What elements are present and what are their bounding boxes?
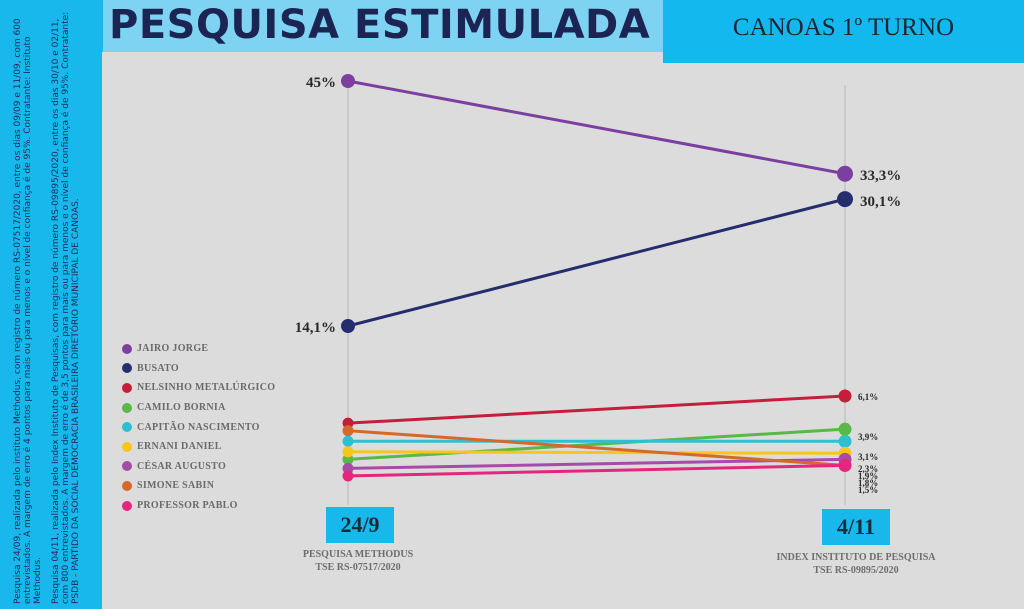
legend-item-simone-sabin: SIMONE SABIN: [122, 476, 275, 496]
series-line-professor-pablo: [347, 463, 846, 478]
data-point-jairo-jorge-2: [837, 165, 853, 182]
legend-item-capitao-nascimento: CAPITÃO NASCIMENTO: [122, 417, 275, 437]
legend-label: NELSINHO METALÚRGICO: [137, 382, 276, 394]
legend-label: ERNANI DANIEL: [137, 441, 222, 453]
poll-date-1: 24/9: [326, 507, 394, 543]
legend-dot-icon: [122, 441, 132, 452]
series-line-ernani-daniel: [347, 450, 846, 455]
title-bar: PESQUISA ESTIMULADA: [95, 0, 665, 52]
data-label-jairo-jorge-2: 33,3%: [860, 168, 901, 184]
legend-item-nelsinho-metalurgico: NELSINHO METALÚRGICO: [122, 378, 275, 398]
data-point-cesar-augusto-1: [342, 462, 354, 474]
data-point-camilo-bornia-1: [342, 453, 354, 465]
legend-item-cesar-augusto: CÉSAR AUGUSTO: [122, 457, 275, 477]
legend-label: SIMONE SABIN: [137, 480, 215, 492]
series-line-busato: [347, 197, 846, 328]
legend-label: CAMILO BORNIA: [137, 402, 226, 414]
page-title: PESQUISA ESTIMULADA: [109, 2, 651, 48]
sidebar: Pesquisa 24/09, realizada pelo instituto…: [0, 0, 102, 609]
poll-institute-2: INDEX INSTITUTO DE PESQUISA TSE RS-09895…: [756, 551, 956, 577]
legend-label: BUSATO: [137, 362, 180, 374]
data-point-jairo-jorge-1: [341, 74, 355, 88]
data-point-busato-2: [837, 191, 853, 208]
legend-label: JAIRO JORGE: [137, 343, 209, 355]
poll-date-2: 4/11: [822, 509, 890, 545]
data-label-jairo-jorge-1: 45%: [306, 75, 336, 91]
title-bar-edge: [95, 0, 103, 52]
legend-item-professor-pablo: PROFESSOR PABLO: [122, 496, 275, 516]
data-point-professor-pablo-1: [342, 470, 354, 482]
data-point-capitao-nascimento-2: [838, 434, 852, 448]
data-point-camilo-bornia-2: [838, 422, 852, 436]
legend-dot-icon: [122, 500, 132, 511]
data-point-simone-sabin-1: [342, 425, 354, 437]
data-label-capitao-nascimento-2: 3,1%: [858, 452, 878, 462]
data-point-busato-1: [341, 319, 355, 333]
data-point-capitao-nascimento-1: [342, 435, 354, 447]
legend-dot-icon: [122, 363, 132, 374]
page-subtitle: CANOAS 1º TURNO: [732, 14, 955, 41]
series-line-camilo-bornia: [347, 427, 846, 461]
legend-dot-icon: [122, 382, 132, 393]
legend-dot-icon: [122, 480, 132, 491]
legend: JAIRO JORGE BUSATO NELSINHO METALÚRGICO CAM…: [122, 339, 275, 515]
data-label-busato-1: 14,1%: [295, 320, 336, 336]
legend-label: CAPITÃO NASCIMENTO: [137, 421, 260, 433]
poll-institute-name-1: PESQUISA METHODUS: [302, 549, 414, 560]
series-line-jairo-jorge: [347, 79, 846, 176]
legend-dot-icon: [122, 422, 132, 433]
data-label-simone-sabin-2: 1,8%: [858, 478, 878, 488]
legend-label: PROFESSOR PABLO: [137, 500, 238, 512]
series-line-nelsinho-metalurgico: [347, 394, 846, 425]
legend-dot-icon: [122, 461, 132, 472]
poll-institute-name-2: INDEX INSTITUTO DE PESQUISA: [776, 552, 936, 563]
data-label-professor-pablo-2: 1,5%: [858, 485, 878, 495]
legend-dot-icon: [122, 402, 132, 413]
legend-label: CÉSAR AUGUSTO: [137, 460, 227, 472]
poll-institute-1: PESQUISA METHODUS TSE RS-07517/2020: [258, 548, 458, 574]
legend-item-ernani-daniel: ERNANI DANIEL: [122, 437, 275, 457]
subtitle-box: CANOAS 1º TURNO: [663, 0, 1024, 63]
legend-item-camilo-bornia: CAMILO BORNIA: [122, 398, 275, 418]
poll-registry-2: TSE RS-09895/2020: [813, 565, 899, 576]
legend-item-busato: BUSATO: [122, 359, 275, 379]
data-point-professor-pablo-2: [838, 458, 852, 472]
data-point-nelsinho-metalurgico-2: [838, 389, 852, 403]
data-label-ernani-daniel-2: 2,3%: [858, 464, 878, 474]
data-label-cesar-augusto-2: 1,9%: [858, 471, 878, 481]
data-label-camilo-bornia-2: 3,9%: [858, 432, 878, 442]
poll-registry-1: TSE RS-07517/2020: [315, 562, 401, 573]
data-point-ernani-daniel-1: [342, 446, 354, 458]
legend-item-jairo-jorge: JAIRO JORGE: [122, 339, 275, 359]
legend-dot-icon: [122, 343, 132, 354]
data-point-nelsinho-metalurgico-1: [342, 417, 354, 429]
data-label-busato-2: 30,1%: [860, 194, 901, 210]
data-label-nelsinho-metalurgico-2: 6,1%: [858, 392, 878, 402]
series-line-simone-sabin: [347, 429, 846, 467]
